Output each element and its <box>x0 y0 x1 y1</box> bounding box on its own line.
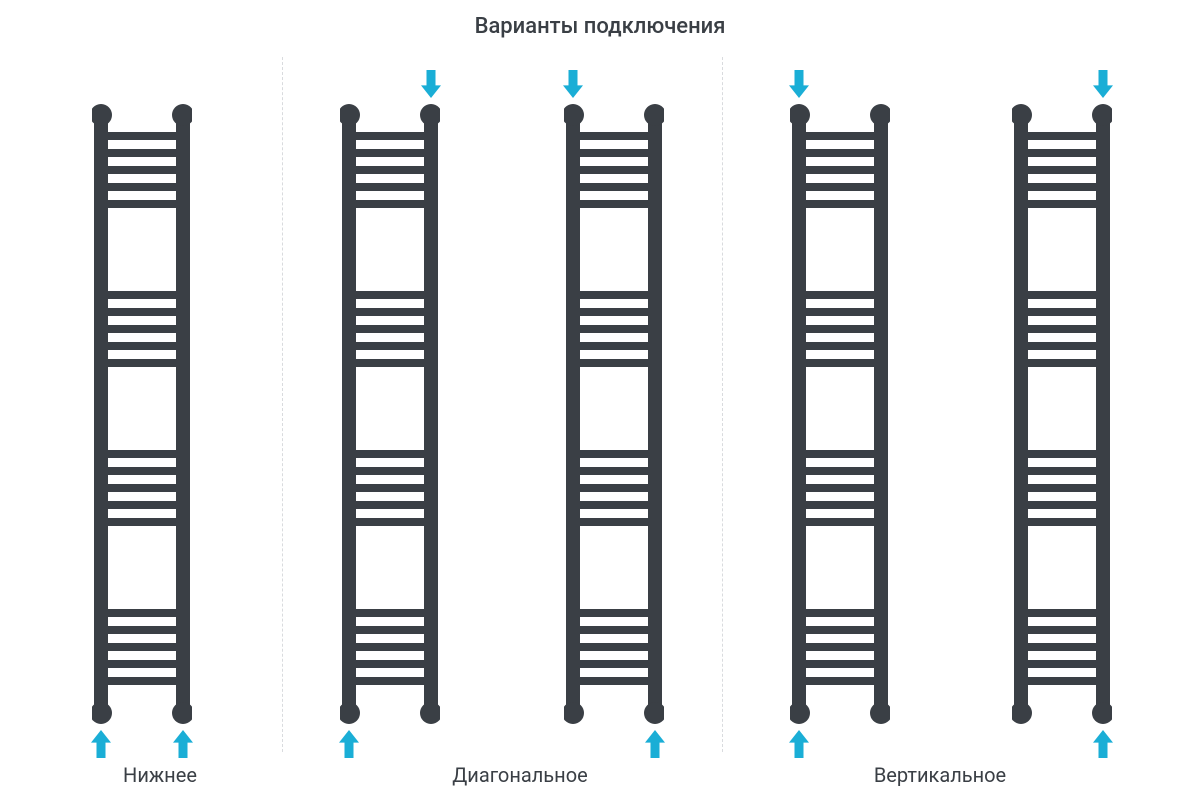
diagram-stage: Нижнее Диагональное Вертикальное <box>0 47 1200 787</box>
flow-arrow-icon <box>563 70 583 98</box>
radiator-icon <box>790 102 890 726</box>
flow-arrow-icon <box>789 730 809 758</box>
panel-divider <box>722 57 723 752</box>
radiator-icon <box>340 102 440 726</box>
panel-label-diagonal: Диагональное <box>420 763 620 787</box>
flow-arrow-icon <box>1093 730 1113 758</box>
flow-arrow-icon <box>789 70 809 98</box>
panel-divider <box>282 57 283 752</box>
flow-arrow-icon <box>421 70 441 98</box>
radiator-icon <box>1012 102 1112 726</box>
radiator-icon <box>564 102 664 726</box>
panel-label-vertical: Вертикальное <box>840 763 1040 787</box>
flow-arrow-icon <box>173 730 193 758</box>
flow-arrow-icon <box>645 730 665 758</box>
flow-arrow-icon <box>91 730 111 758</box>
panel-label-bottom: Нижнее <box>70 763 250 787</box>
flow-arrow-icon <box>339 730 359 758</box>
radiator-icon <box>92 102 192 726</box>
page-title: Варианты подключения <box>0 0 1200 47</box>
flow-arrow-icon <box>1093 70 1113 98</box>
